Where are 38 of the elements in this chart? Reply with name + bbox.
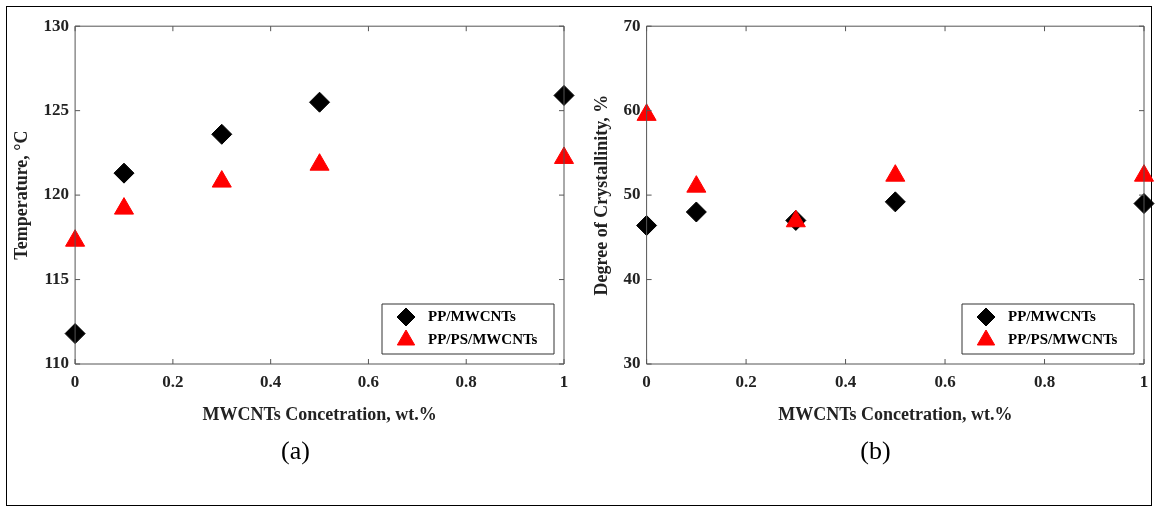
x-tick-label: 0.8 xyxy=(1033,371,1056,391)
point xyxy=(309,153,330,171)
text: (b) xyxy=(859,436,892,466)
x-tick-label: 1 xyxy=(1139,371,1149,391)
y-tick-label: 50 xyxy=(623,184,641,204)
legend-label: PP/PS/MWCNTs xyxy=(428,330,538,347)
x-tick-label: 0.2 xyxy=(162,371,184,391)
x-tick-label: 0.6 xyxy=(357,371,380,391)
text: (a) xyxy=(280,436,311,466)
point xyxy=(211,123,233,145)
y-tick-label: 115 xyxy=(44,268,70,288)
legend-label: PP/MWCNTs xyxy=(1008,307,1096,324)
y-axis-title: Temperature, °C xyxy=(11,130,32,260)
x-tick-label: 0 xyxy=(70,371,80,391)
y-tick-label: 125 xyxy=(43,100,70,120)
y-axis-title: Degree of Crystallinity, % xyxy=(591,94,612,296)
x-tick-label: 0.4 xyxy=(834,371,857,391)
point xyxy=(113,162,135,184)
x-tick-label: 0.6 xyxy=(934,371,956,391)
y-tick-label: 30 xyxy=(623,353,641,373)
point xyxy=(309,91,331,113)
y-tick-label: 120 xyxy=(43,184,70,204)
x-tick-label: 0.4 xyxy=(260,371,282,391)
y-tick-label: 130 xyxy=(43,15,70,35)
x-tick-label: 0 xyxy=(642,371,651,391)
legend-label: PP/PS/MWCNTs xyxy=(1008,330,1118,347)
y-tick-label: 40 xyxy=(623,268,641,288)
x-tick-label: 1 xyxy=(559,371,569,391)
point xyxy=(211,170,232,188)
x-axis-title: MWCNTs Concetration, wt.% xyxy=(778,403,1013,424)
y-tick-label: 110 xyxy=(44,353,70,373)
x-tick-label: 0.2 xyxy=(735,371,757,391)
x-tick-label: 0.8 xyxy=(455,371,477,391)
y-tick-label: 70 xyxy=(623,15,641,35)
y-tick-label: 60 xyxy=(623,100,641,120)
point xyxy=(113,197,135,215)
legend-label: PP/MWCNTs xyxy=(428,307,516,324)
x-axis-title: MWCNTs Concetration, wt.% xyxy=(202,403,437,424)
